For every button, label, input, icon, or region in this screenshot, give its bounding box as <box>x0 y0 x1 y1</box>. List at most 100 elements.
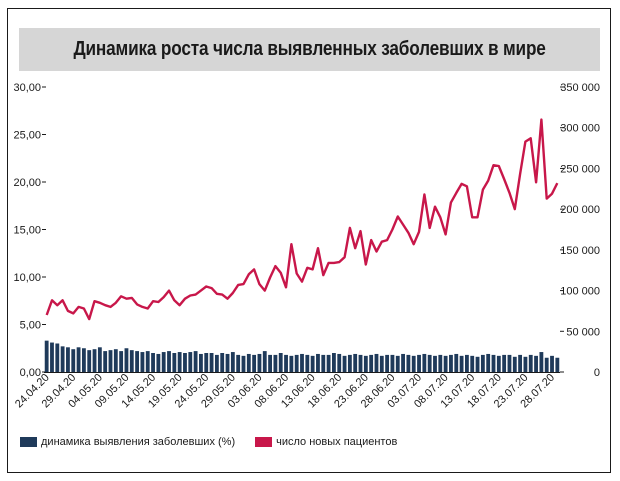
bar <box>81 348 86 372</box>
bar <box>50 342 54 372</box>
bar <box>246 353 251 372</box>
bar <box>534 355 538 372</box>
y-left-tick-label: 10,00 <box>13 272 41 284</box>
bar <box>204 353 209 372</box>
bar <box>236 354 241 372</box>
bar <box>66 347 70 372</box>
bar <box>188 352 193 372</box>
bar <box>241 355 246 372</box>
bar <box>528 354 533 372</box>
title-bar: Динамика роста числа выявленных заболевш… <box>19 28 600 71</box>
bar <box>342 355 347 372</box>
bar <box>71 349 76 372</box>
bar <box>119 351 124 372</box>
bar <box>172 353 177 372</box>
bar <box>97 347 102 372</box>
bar <box>199 353 203 372</box>
bar <box>411 355 416 372</box>
bar <box>332 353 336 372</box>
bar <box>214 354 219 372</box>
bar <box>427 354 432 372</box>
bar <box>449 354 453 372</box>
bar <box>464 354 469 372</box>
bar <box>406 354 411 372</box>
bar <box>161 352 166 372</box>
y-right-tick-label: 200 000 <box>560 204 600 216</box>
bar <box>124 348 129 372</box>
bar <box>108 350 113 372</box>
bar <box>544 357 549 372</box>
bar <box>257 353 262 372</box>
bar <box>379 355 384 372</box>
y-left-tick-label: 15,00 <box>13 225 41 237</box>
bar <box>193 351 198 372</box>
bar <box>475 356 480 372</box>
bar <box>252 354 257 372</box>
y-left-tick-label: 20,00 <box>13 177 41 189</box>
bar <box>470 355 475 372</box>
bar <box>518 354 523 372</box>
bar <box>502 354 507 372</box>
bar <box>438 354 443 372</box>
bar <box>390 354 395 372</box>
y-right-tick-label: 100 000 <box>560 286 600 298</box>
bar <box>395 355 400 372</box>
bar <box>156 353 161 372</box>
y-right-tick-label: 0 <box>594 367 600 379</box>
y-right-tick-label: 300 000 <box>560 123 600 135</box>
bar <box>55 343 60 372</box>
bar <box>555 357 560 372</box>
y-right-tick-label: 350 000 <box>560 82 600 94</box>
bar <box>369 354 374 372</box>
bar <box>310 355 315 372</box>
bar <box>321 354 326 372</box>
bar <box>417 354 421 372</box>
bar <box>300 353 304 372</box>
bar <box>92 349 97 372</box>
chart-title: Динамика роста числа выявленных заболевш… <box>73 38 546 60</box>
legend-label-line: число новых пациентов <box>276 436 398 448</box>
bar <box>374 353 379 372</box>
bar <box>385 354 390 372</box>
bar <box>284 354 288 372</box>
bar <box>539 352 544 372</box>
bar <box>443 355 448 372</box>
bar <box>289 355 294 372</box>
bar <box>103 351 108 372</box>
bar <box>353 353 358 372</box>
bar <box>113 349 118 372</box>
legend-swatch-line <box>255 437 273 447</box>
y-right-tick-label: 250 000 <box>560 163 600 175</box>
bar <box>294 354 299 372</box>
bar <box>220 353 225 372</box>
bar <box>496 355 501 372</box>
bar <box>305 354 310 372</box>
legend: динамика выявления заболевших (%) число … <box>20 433 417 451</box>
bar <box>550 355 554 372</box>
bar <box>480 354 485 372</box>
bar <box>316 353 320 372</box>
y-right-tick-label: 50 000 <box>566 326 600 338</box>
bar <box>326 354 331 372</box>
series-line <box>45 118 559 321</box>
bar <box>273 354 278 372</box>
bar <box>44 340 49 372</box>
bar <box>507 354 512 372</box>
bar <box>358 354 363 372</box>
bar <box>230 352 235 372</box>
bar <box>167 351 171 372</box>
bar <box>135 351 140 372</box>
bar <box>486 353 491 372</box>
bar <box>60 346 65 372</box>
bar <box>145 351 150 372</box>
bar <box>347 354 352 372</box>
y-right-tick-label: 150 000 <box>560 245 600 257</box>
bar <box>151 353 155 372</box>
bar <box>523 356 528 372</box>
bar <box>459 355 464 372</box>
bar <box>268 354 272 372</box>
bar <box>129 350 134 372</box>
bar <box>337 353 342 372</box>
bar <box>401 353 405 372</box>
